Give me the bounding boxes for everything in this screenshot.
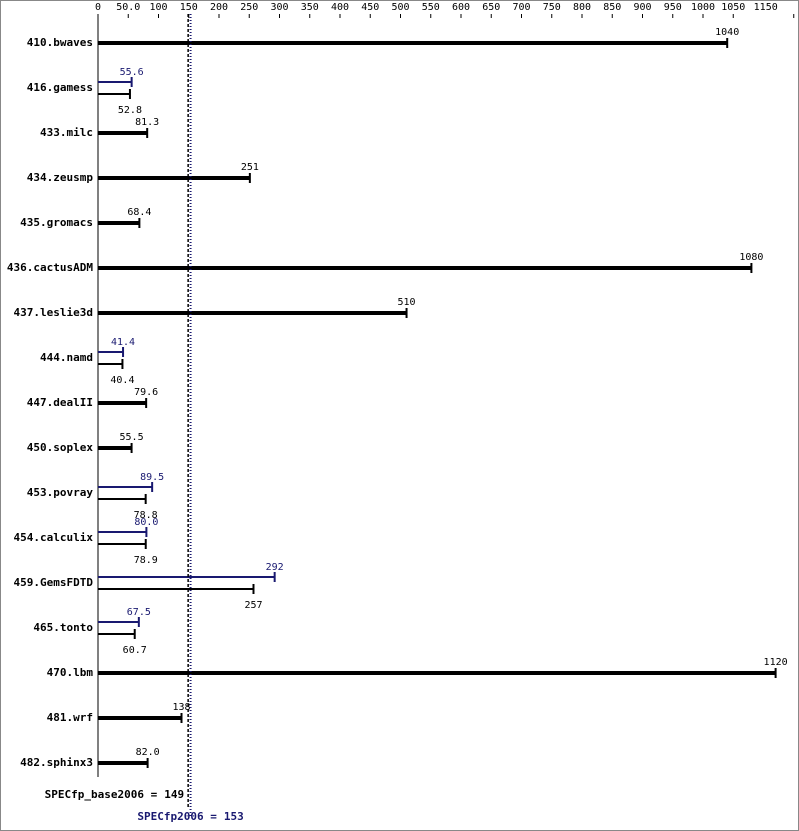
- value-label: 78.8: [134, 510, 158, 521]
- category-label: 410.bwaves: [27, 36, 93, 49]
- value-label: 82.0: [136, 747, 160, 758]
- x-tick-label: 0: [95, 2, 101, 13]
- value-label: 80.0: [134, 517, 158, 528]
- x-tick-label: 950: [664, 2, 682, 13]
- x-tick-label: 800: [573, 2, 591, 13]
- category-label: 459.GemsFDTD: [14, 576, 94, 589]
- x-tick-label: 400: [331, 2, 349, 13]
- value-label: 52.8: [118, 105, 142, 116]
- value-label: 1080: [739, 252, 763, 263]
- x-tick-label: 450: [361, 2, 379, 13]
- category-label: 450.soplex: [27, 441, 94, 454]
- value-label: 55.6: [120, 67, 144, 78]
- x-tick-label: 500: [391, 2, 409, 13]
- category-label: 447.dealII: [27, 396, 93, 409]
- value-label: 41.4: [111, 337, 135, 348]
- reference-label: SPECfp2006 =: [137, 810, 217, 823]
- value-label: 55.5: [120, 432, 144, 443]
- value-label: 138: [172, 702, 190, 713]
- value-label: 89.5: [140, 472, 164, 483]
- value-label: 40.4: [110, 375, 134, 386]
- value-label: 60.7: [123, 645, 147, 656]
- x-tick-label: 50.0: [116, 2, 140, 13]
- category-label: 444.namd: [40, 351, 93, 364]
- category-label: 454.calculix: [14, 531, 94, 544]
- category-label: 465.tonto: [33, 621, 93, 634]
- x-tick-label: 550: [422, 2, 440, 13]
- x-tick-label: 900: [633, 2, 651, 13]
- value-label: 1040: [715, 27, 739, 38]
- x-tick-label: 150: [180, 2, 198, 13]
- category-label: 435.gromacs: [20, 216, 93, 229]
- category-label: 434.zeusmp: [27, 171, 94, 184]
- value-label: 79.6: [134, 387, 158, 398]
- x-tick-label: 1050: [721, 2, 745, 13]
- reference-label: SPECfp_base2006 =: [45, 788, 158, 801]
- reference-value: 149: [164, 788, 184, 801]
- value-label: 81.3: [135, 117, 159, 128]
- category-label: 470.lbm: [47, 666, 94, 679]
- value-label: 67.5: [127, 607, 151, 618]
- x-tick-label: 650: [482, 2, 500, 13]
- x-tick-label: 100: [149, 2, 167, 13]
- x-tick-label: 1150: [754, 2, 778, 13]
- value-label: 68.4: [127, 207, 151, 218]
- x-tick-label: 750: [543, 2, 561, 13]
- category-label: 433.milc: [40, 126, 93, 139]
- value-label: 510: [398, 297, 416, 308]
- category-label: 437.leslie3d: [14, 306, 93, 319]
- category-label: 416.gamess: [27, 81, 93, 94]
- category-label: 481.wrf: [47, 711, 93, 724]
- value-label: 292: [266, 562, 284, 573]
- category-label: 482.sphinx3: [20, 756, 93, 769]
- value-label: 78.9: [134, 555, 158, 566]
- x-tick-label: 700: [512, 2, 530, 13]
- x-tick-label: 350: [301, 2, 319, 13]
- x-tick-label: 250: [240, 2, 258, 13]
- x-tick-label: 850: [603, 2, 621, 13]
- category-label: 453.povray: [27, 486, 94, 499]
- x-tick-label: 300: [270, 2, 288, 13]
- x-tick-label: 1000: [691, 2, 715, 13]
- value-label: 257: [244, 600, 262, 611]
- value-label: 1120: [764, 657, 788, 668]
- x-tick-label: 600: [452, 2, 470, 13]
- reference-value: 153: [224, 810, 244, 823]
- value-label: 251: [241, 162, 259, 173]
- category-label: 436.cactusADM: [7, 261, 93, 274]
- x-tick-label: 200: [210, 2, 228, 13]
